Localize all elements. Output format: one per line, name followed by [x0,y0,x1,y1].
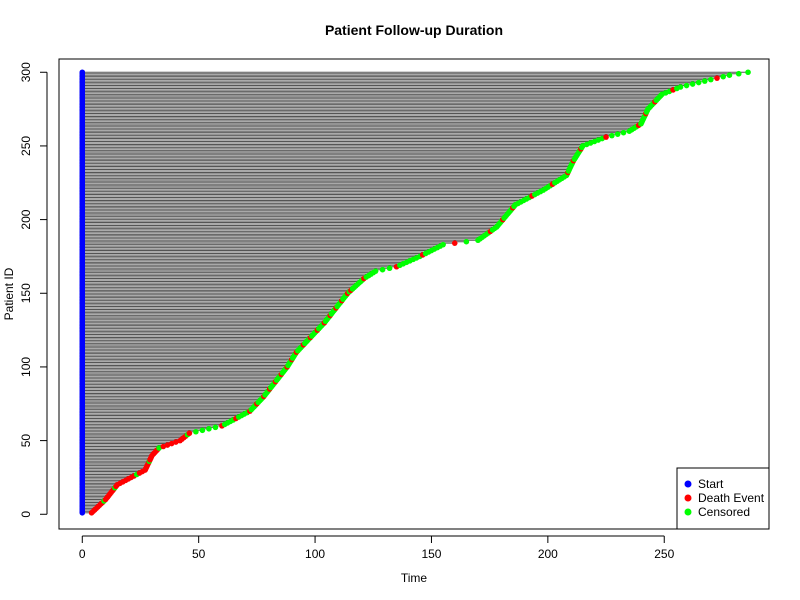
y-tick-label: 50 [19,434,33,448]
censored-point [193,428,199,435]
legend-censored-marker [684,508,692,516]
censored-point [379,266,386,273]
censored-point [689,81,696,87]
censored-point [720,73,727,80]
legend-start-label: Start [698,477,724,491]
death-event-point [603,134,609,140]
legend-box [676,467,770,530]
censored-point [620,129,627,136]
y-axis: 0 50 100 150 200 250 300 [19,62,48,518]
censored-point [386,265,393,272]
legend-death-label: Death Event [698,491,765,505]
y-axis-label: Patient ID [2,267,16,320]
censored-point [683,82,690,89]
legend-censored-label: Censored [698,505,750,519]
censored-point [463,238,470,245]
y-tick-label: 200 [19,209,33,229]
x-tick-label: 100 [305,547,325,561]
start-point [79,69,86,76]
chart-title: Patient Follow-up Duration [325,22,503,38]
censored-point [440,241,446,248]
y-tick-label: 150 [19,283,33,303]
y-tick-label: 250 [19,136,33,156]
x-tick-label: 200 [538,547,558,561]
plot-frame [58,58,770,530]
event-points [79,69,751,516]
censored-point [212,424,219,431]
censored-point [701,78,708,84]
censored-point [199,427,206,434]
x-tick-label: 150 [421,547,441,561]
legend-death-marker [684,494,692,502]
death-event-point [714,75,720,81]
censored-point [609,132,615,139]
censored-point [695,79,702,86]
legend: Start Death Event Censored [676,467,770,530]
legend-start-marker [684,480,692,488]
x-tick-label: 50 [192,547,206,561]
x-tick-label: 0 [79,547,86,561]
censored-point [372,268,379,274]
censored-point [708,76,714,83]
y-tick-label: 300 [19,62,33,82]
x-axis-label: Time [401,571,428,585]
x-axis: 0 50 100 150 200 250 [79,535,675,561]
censored-point [206,426,212,432]
censored-point [735,70,742,77]
censored-point [614,131,621,137]
death-event-point [186,430,193,437]
follow-up-segments [82,71,749,514]
censored-point [726,72,733,79]
y-tick-label: 100 [19,357,33,377]
censored-point [677,84,684,90]
censored-point [745,69,751,76]
x-tick-label: 250 [654,547,674,561]
death-event-point [451,240,458,246]
y-tick-label: 0 [19,511,33,518]
